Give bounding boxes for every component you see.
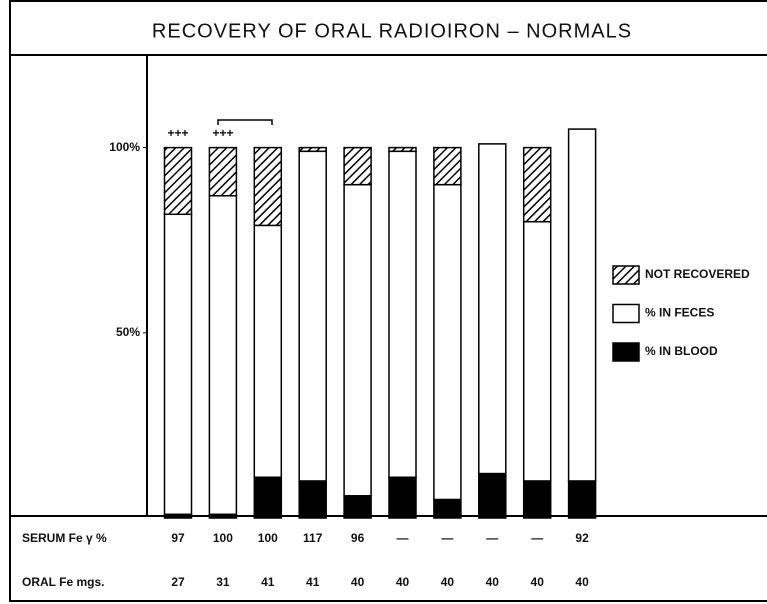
bar-segment	[567, 480, 597, 519]
table-cell: 100	[213, 531, 233, 545]
table-cell: —	[531, 531, 543, 545]
table-cell: 96	[351, 531, 365, 545]
table-cell: 40	[531, 575, 545, 589]
row-label: SERUM Fe γ %	[22, 531, 107, 545]
legend-swatch	[612, 342, 640, 362]
bar-segment	[343, 146, 372, 186]
table-cell: 100	[258, 531, 278, 545]
bar-segment	[343, 495, 372, 519]
table-cell: 40	[441, 575, 455, 589]
bar-segment	[163, 213, 193, 516]
row-label: ORAL Fe mgs.	[22, 575, 104, 589]
bar-segment	[208, 146, 238, 197]
table-cell: 41	[261, 575, 275, 589]
bar-segment	[388, 146, 417, 153]
bar-segment	[253, 476, 283, 519]
annotation: +++	[212, 126, 233, 140]
legend-swatch	[612, 265, 640, 285]
bar-segment	[253, 146, 283, 227]
table-cell: 117	[303, 531, 323, 545]
bar-segment	[163, 146, 193, 216]
bar-segment	[343, 183, 372, 497]
table-cell: 40	[575, 575, 589, 589]
frame	[9, 0, 767, 602]
y-tick-label: 100%	[109, 140, 140, 154]
bar-segment	[298, 146, 327, 153]
y-tick-label: 50%	[116, 325, 140, 339]
table-cell: 40	[486, 575, 500, 589]
bar-segment	[522, 220, 552, 482]
table-cell: —	[486, 531, 498, 545]
legend-label: % IN BLOOD	[645, 344, 718, 358]
table-cell: —	[441, 531, 453, 545]
bar-segment	[433, 146, 462, 186]
table-cell: 92	[575, 531, 589, 545]
bar-segment	[208, 195, 238, 516]
bar-segment	[433, 498, 462, 519]
bar-segment	[433, 183, 462, 501]
legend-label: % IN FECES	[645, 306, 714, 320]
table-cell: 27	[171, 575, 185, 589]
legend-swatch	[612, 303, 640, 324]
bar-segment	[298, 150, 327, 482]
table-cell: 40	[351, 575, 365, 589]
bar-segment	[388, 150, 417, 479]
table-cell: 41	[306, 575, 320, 589]
table-cell: 40	[396, 575, 410, 589]
legend-label: NOT RECOVERED	[645, 267, 750, 281]
bar-segment	[388, 476, 417, 519]
bar-segment	[522, 146, 552, 223]
bar-segment	[253, 224, 283, 479]
bracket	[217, 119, 273, 125]
bar-segment	[478, 472, 507, 519]
bar-segment	[478, 143, 507, 475]
chart-title: RECOVERY OF ORAL RADIOIRON – NORMALS	[152, 20, 632, 42]
table-cell: —	[397, 531, 409, 545]
bar-segment	[298, 480, 327, 519]
bar-segment	[522, 480, 552, 519]
annotation: +++	[167, 126, 188, 140]
table-cell: 97	[171, 531, 185, 545]
table-cell: 31	[216, 575, 230, 589]
bar-segment	[567, 128, 597, 482]
